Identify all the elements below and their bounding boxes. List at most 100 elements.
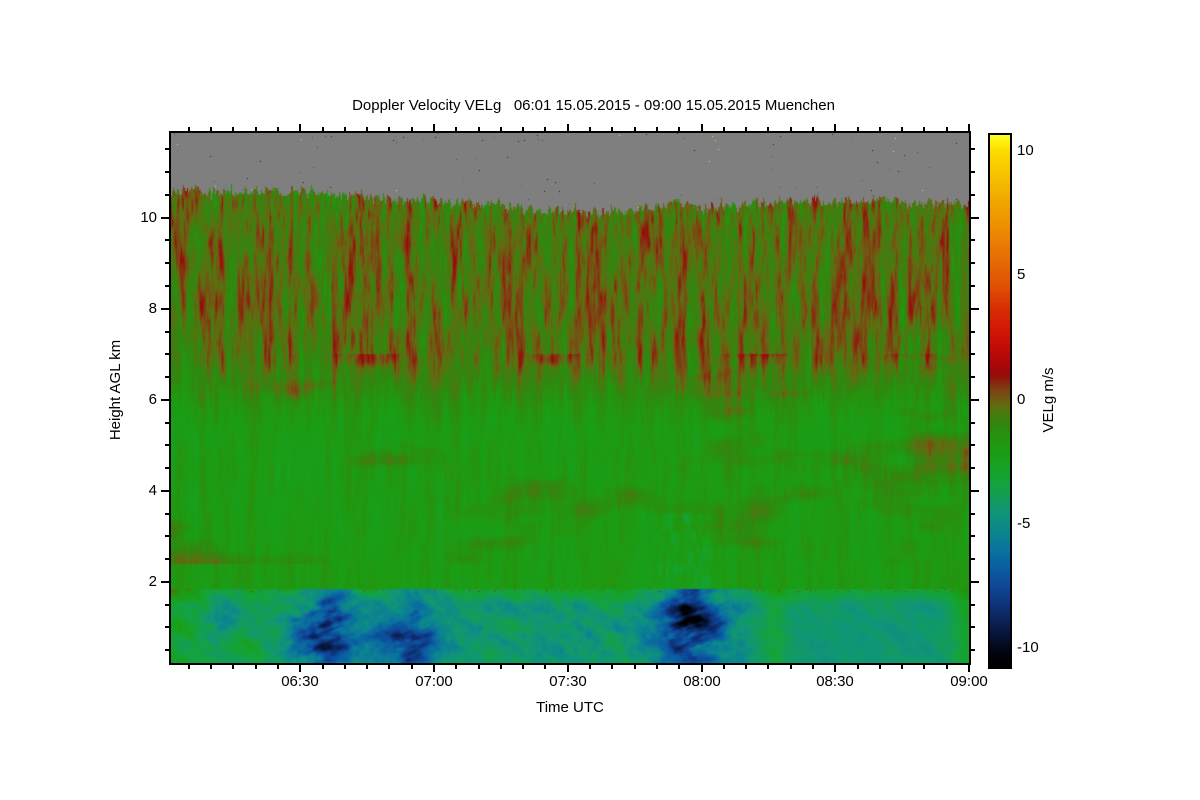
x-axis-minor-tick <box>544 127 546 131</box>
x-axis-minor-tick <box>946 665 948 669</box>
y-axis-minor-tick <box>165 171 169 173</box>
y-axis-minor-tick <box>971 353 975 355</box>
y-axis-tick-label: 8 <box>148 300 157 317</box>
x-axis-minor-tick <box>522 665 524 669</box>
x-axis-minor-tick <box>411 127 413 131</box>
x-axis-tick-label: 08:00 <box>683 673 721 690</box>
y-axis-minor-tick <box>971 285 975 287</box>
x-axis-minor-tick <box>478 665 480 669</box>
y-axis-minor-tick <box>971 467 975 469</box>
x-axis-tick-label: 08:30 <box>816 673 854 690</box>
x-axis-tick <box>567 665 569 672</box>
x-axis-minor-tick <box>500 665 502 669</box>
y-axis-minor-tick <box>971 331 975 333</box>
y-axis-minor-tick <box>971 194 975 196</box>
y-axis-tick <box>161 399 169 401</box>
x-axis-tick-label: 07:30 <box>549 673 587 690</box>
y-axis-minor-tick <box>165 262 169 264</box>
x-axis-minor-tick <box>879 127 881 131</box>
y-axis-minor-tick <box>165 649 169 651</box>
x-axis-minor-tick <box>879 665 881 669</box>
x-axis-minor-tick <box>232 127 234 131</box>
x-axis-minor-tick <box>322 127 324 131</box>
x-axis-tick <box>834 665 836 672</box>
x-axis-minor-tick <box>344 127 346 131</box>
x-axis-minor-tick <box>812 127 814 131</box>
y-axis-minor-tick <box>165 444 169 446</box>
x-axis-minor-tick <box>611 127 613 131</box>
x-axis-tick <box>701 124 703 131</box>
x-axis-minor-tick <box>277 665 279 669</box>
x-axis-minor-tick <box>478 127 480 131</box>
y-axis-minor-tick <box>165 148 169 150</box>
y-axis-minor-tick <box>165 467 169 469</box>
y-axis-minor-tick <box>165 513 169 515</box>
y-axis-minor-tick <box>165 285 169 287</box>
y-axis-minor-tick <box>165 194 169 196</box>
x-axis-minor-tick <box>946 127 948 131</box>
y-axis-tick <box>971 581 979 583</box>
x-axis-minor-tick <box>656 127 658 131</box>
y-axis-minor-tick <box>971 649 975 651</box>
x-axis-minor-tick <box>322 665 324 669</box>
y-axis-minor-tick <box>971 626 975 628</box>
y-axis-tick <box>161 308 169 310</box>
x-axis-minor-tick <box>188 127 190 131</box>
x-axis-minor-tick <box>723 665 725 669</box>
y-axis-minor-tick <box>165 353 169 355</box>
colorbar-tick-label: -10 <box>1017 639 1039 656</box>
y-axis-title: Height AGL km <box>107 339 124 441</box>
x-axis-tick <box>433 124 435 131</box>
x-axis-minor-tick <box>901 665 903 669</box>
x-axis-tick <box>299 665 301 672</box>
x-axis-minor-tick <box>388 665 390 669</box>
x-axis-minor-tick <box>767 127 769 131</box>
x-axis-minor-tick <box>745 127 747 131</box>
y-axis-tick-label: 6 <box>148 391 157 408</box>
y-axis-minor-tick <box>165 558 169 560</box>
y-axis-tick <box>971 308 979 310</box>
chart-title: Doppler Velocity VELg 06:01 15.05.2015 -… <box>352 97 835 114</box>
x-axis-tick <box>299 124 301 131</box>
x-axis-tick <box>433 665 435 672</box>
x-axis-minor-tick <box>634 127 636 131</box>
y-axis-minor-tick <box>165 422 169 424</box>
x-axis-minor-tick <box>678 665 680 669</box>
y-axis-minor-tick <box>971 239 975 241</box>
x-axis-minor-tick <box>388 127 390 131</box>
x-axis-minor-tick <box>656 665 658 669</box>
y-axis-tick-label: 4 <box>148 482 157 499</box>
x-axis-tick-label: 09:00 <box>950 673 988 690</box>
colorbar-tick-label: -5 <box>1017 515 1031 532</box>
x-axis-minor-tick <box>857 127 859 131</box>
y-axis-tick <box>971 399 979 401</box>
y-axis-minor-tick <box>971 422 975 424</box>
x-axis-minor-tick <box>188 665 190 669</box>
x-axis-minor-tick <box>210 665 212 669</box>
x-axis-tick-label: 06:30 <box>281 673 319 690</box>
x-axis-minor-tick <box>923 127 925 131</box>
x-axis-minor-tick <box>745 665 747 669</box>
y-axis-minor-tick <box>165 376 169 378</box>
y-axis-minor-tick <box>971 558 975 560</box>
x-axis-minor-tick <box>344 665 346 669</box>
velocity-heatmap <box>171 133 969 663</box>
x-axis-minor-tick <box>255 665 257 669</box>
colorbar-frame <box>988 133 1012 669</box>
y-axis-minor-tick <box>971 535 975 537</box>
x-axis-title: Time UTC <box>536 699 604 716</box>
x-axis-minor-tick <box>678 127 680 131</box>
y-axis-minor-tick <box>165 239 169 241</box>
x-axis-tick-label: 07:00 <box>415 673 453 690</box>
x-axis-minor-tick <box>522 127 524 131</box>
x-axis-minor-tick <box>723 127 725 131</box>
x-axis-minor-tick <box>500 127 502 131</box>
x-axis-minor-tick <box>210 127 212 131</box>
colorbar-tick-label: 10 <box>1017 142 1034 159</box>
y-axis-minor-tick <box>971 444 975 446</box>
x-axis-minor-tick <box>767 665 769 669</box>
x-axis-minor-tick <box>277 127 279 131</box>
x-axis-minor-tick <box>589 127 591 131</box>
y-axis-minor-tick <box>971 376 975 378</box>
y-axis-minor-tick <box>165 331 169 333</box>
